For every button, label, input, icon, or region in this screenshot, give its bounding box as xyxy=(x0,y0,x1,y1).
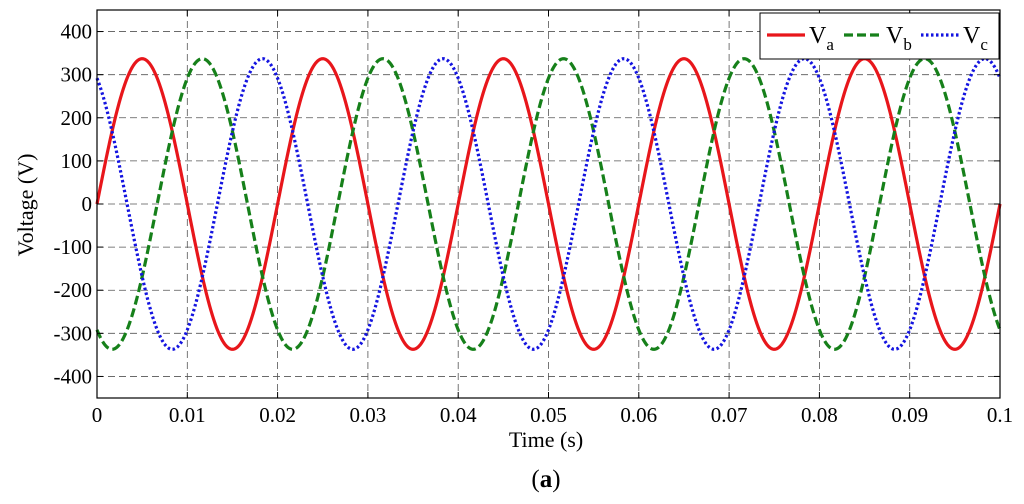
y-tick-label: 300 xyxy=(61,63,93,87)
x-tick-label: 0.05 xyxy=(530,403,567,427)
x-tick-label: 0 xyxy=(92,403,103,427)
x-tick-label: 0.06 xyxy=(620,403,657,427)
y-tick-label: 400 xyxy=(61,20,93,44)
panel-label-open: ( xyxy=(531,466,539,493)
panel-label-close: ) xyxy=(552,466,560,493)
legend-label-vb: Vb xyxy=(886,23,912,54)
y-tick-label: 0 xyxy=(82,192,93,216)
y-tick-label: -200 xyxy=(54,278,93,302)
y-tick-label: -300 xyxy=(54,321,93,345)
series-line-va xyxy=(95,57,1002,351)
y-tick-label: 100 xyxy=(61,149,93,173)
y-tick-label: 200 xyxy=(61,106,93,130)
y-axis-label: Voltage (V) xyxy=(13,154,38,257)
y-tick-labels: 400 300 200 100 0 -100 -200 -300 -400 xyxy=(54,20,93,389)
panel-label: (a) xyxy=(531,466,560,493)
legend-label-vc: Vc xyxy=(963,23,988,54)
panel-label-letter: a xyxy=(540,466,553,493)
x-tick-labels: 0 0.01 0.02 0.03 0.04 0.05 0.06 0.07 0.08 0.09 0.1 xyxy=(92,403,1013,427)
x-tick-label: 0.1 xyxy=(987,403,1013,427)
legend: Va Vb Vc xyxy=(759,12,1000,60)
x-tick-label: 0.07 xyxy=(711,403,748,427)
series-line-vc xyxy=(95,57,1002,351)
x-axis-label: Time (s) xyxy=(509,427,583,452)
series-layer xyxy=(95,57,1002,351)
series-line-vb xyxy=(95,57,1002,351)
x-tick-label: 0.02 xyxy=(259,403,296,427)
axis-ticks xyxy=(96,10,1001,398)
legend-label-va: Va xyxy=(809,23,834,54)
y-tick-label: -400 xyxy=(54,364,93,388)
x-tick-label: 0.04 xyxy=(440,403,477,427)
x-tick-label: 0.08 xyxy=(801,403,838,427)
x-tick-label: 0.03 xyxy=(350,403,387,427)
x-tick-label: 0.09 xyxy=(891,403,928,427)
y-tick-label: -100 xyxy=(54,235,93,259)
x-tick-label: 0.01 xyxy=(169,403,206,427)
